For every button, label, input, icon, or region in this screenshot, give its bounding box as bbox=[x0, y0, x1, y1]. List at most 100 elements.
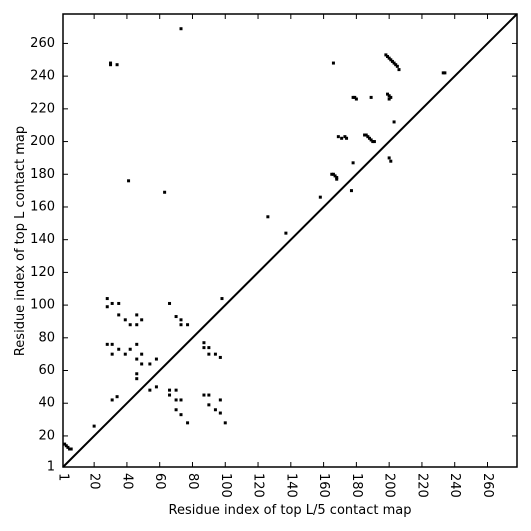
contact-point bbox=[63, 442, 67, 446]
plot-frame bbox=[62, 13, 518, 468]
contact-point bbox=[353, 95, 357, 99]
contact-point bbox=[202, 346, 206, 350]
contact-point bbox=[387, 156, 391, 160]
contact-point bbox=[186, 421, 190, 425]
contact-point bbox=[168, 388, 172, 392]
contact-point bbox=[395, 64, 399, 68]
contact-point bbox=[179, 318, 183, 322]
y-tick-label: 60 bbox=[38, 363, 55, 378]
contact-point bbox=[364, 133, 368, 137]
x-tick-label: 1 bbox=[56, 473, 71, 481]
contact-point bbox=[140, 362, 144, 366]
contact-point bbox=[105, 342, 109, 346]
y-tick-label: 240 bbox=[30, 69, 55, 84]
contact-point bbox=[351, 161, 355, 165]
contact-point bbox=[218, 355, 222, 359]
contact-point bbox=[366, 135, 370, 139]
x-tick-label: 200 bbox=[382, 473, 397, 498]
contact-point bbox=[123, 318, 127, 322]
diagonal bbox=[62, 13, 518, 468]
contact-point bbox=[135, 323, 139, 327]
x-tick-label: 260 bbox=[480, 473, 495, 498]
contact-point bbox=[387, 56, 391, 60]
contact-point bbox=[140, 352, 144, 356]
contact-point bbox=[179, 323, 183, 327]
contact-point bbox=[371, 140, 375, 144]
contact-point bbox=[128, 347, 132, 351]
contact-point bbox=[443, 71, 447, 75]
contact-point bbox=[223, 421, 227, 425]
contact-point bbox=[331, 61, 335, 65]
contact-point bbox=[363, 133, 367, 137]
contact-point bbox=[140, 318, 144, 322]
contact-point bbox=[394, 63, 398, 67]
contact-point bbox=[387, 94, 391, 98]
contact-point bbox=[331, 172, 335, 176]
contact-point bbox=[386, 92, 390, 96]
contact-point bbox=[109, 61, 113, 65]
contact-point bbox=[318, 195, 322, 199]
x-tick-label: 240 bbox=[447, 473, 462, 498]
contact-point bbox=[135, 372, 139, 376]
contact-point bbox=[92, 424, 96, 428]
y-tick-label: 120 bbox=[30, 265, 55, 280]
contact-point bbox=[174, 398, 178, 402]
x-tick-label: 180 bbox=[349, 473, 364, 498]
contact-point bbox=[284, 231, 288, 235]
contact-point bbox=[390, 59, 394, 63]
contact-point bbox=[110, 301, 114, 305]
contact-point bbox=[333, 174, 337, 178]
contact-point bbox=[117, 313, 121, 317]
contact-point bbox=[349, 189, 353, 193]
contact-point bbox=[148, 388, 152, 392]
y-tick-label: 1 bbox=[47, 460, 55, 475]
contact-point bbox=[335, 176, 339, 180]
x-tick-label: 60 bbox=[152, 473, 167, 490]
contact-point bbox=[109, 63, 113, 67]
contact-point bbox=[179, 413, 183, 417]
contact-point bbox=[397, 68, 401, 72]
contact-point bbox=[179, 398, 183, 402]
contact-point bbox=[110, 352, 114, 356]
contact-point bbox=[148, 362, 152, 366]
contact-point bbox=[69, 447, 73, 451]
contact-point bbox=[330, 172, 334, 176]
x-tick-label: 120 bbox=[251, 473, 266, 498]
contact-point bbox=[389, 159, 393, 163]
contact-point bbox=[174, 388, 178, 392]
contact-point bbox=[213, 352, 217, 356]
x-tick-label: 220 bbox=[414, 473, 429, 498]
y-tick-label: 200 bbox=[30, 134, 55, 149]
contact-point bbox=[110, 342, 114, 346]
contact-point bbox=[207, 403, 211, 407]
x-tick-label: 140 bbox=[283, 473, 298, 498]
contact-point bbox=[266, 215, 270, 219]
contact-point bbox=[202, 393, 206, 397]
contact-point bbox=[372, 140, 376, 144]
contact-point bbox=[367, 136, 371, 140]
contact-point bbox=[135, 313, 139, 317]
contact-point bbox=[335, 177, 339, 181]
contact-point bbox=[220, 297, 224, 301]
x-tick-label: 160 bbox=[316, 473, 331, 498]
contact-point bbox=[68, 447, 72, 451]
contact-point bbox=[369, 95, 373, 99]
y-tick-label: 180 bbox=[30, 167, 55, 182]
x-tick-label: 20 bbox=[87, 473, 102, 490]
contact-point bbox=[174, 315, 178, 319]
y-tick-label: 100 bbox=[30, 298, 55, 313]
contact-point bbox=[392, 120, 396, 124]
contact-point bbox=[387, 97, 391, 101]
contact-point bbox=[117, 301, 121, 305]
y-tick-label: 80 bbox=[38, 330, 55, 345]
contact-point bbox=[123, 352, 127, 356]
contact-point bbox=[207, 346, 211, 350]
x-tick-label: 100 bbox=[218, 473, 233, 498]
contact-point bbox=[168, 301, 172, 305]
contact-point bbox=[64, 444, 68, 448]
x-tick-label: 40 bbox=[119, 473, 134, 490]
contact-point bbox=[369, 138, 373, 142]
contact-point bbox=[135, 342, 139, 346]
contact-point bbox=[354, 97, 358, 101]
